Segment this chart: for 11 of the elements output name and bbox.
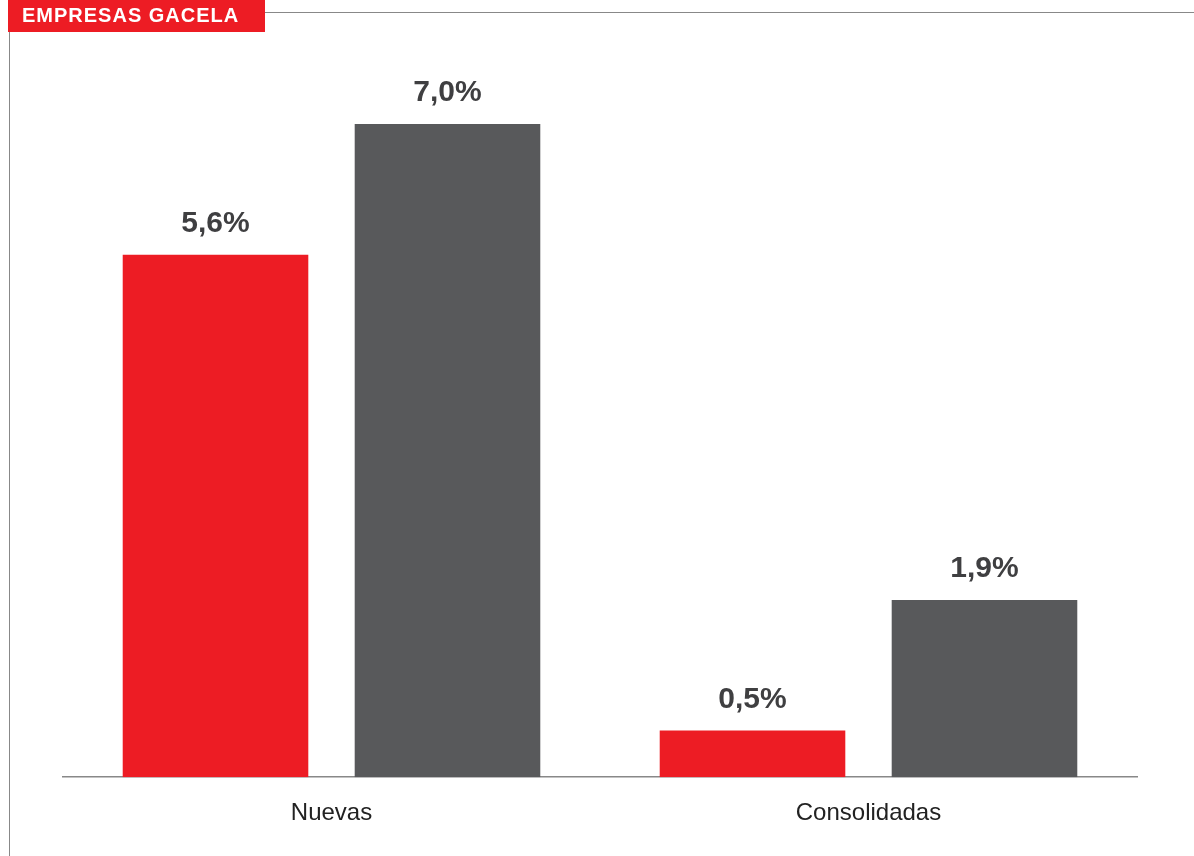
bar <box>122 254 309 778</box>
bar <box>354 124 541 778</box>
data-label: 5,6% <box>181 204 250 238</box>
x-tick-label: Consolidadas <box>795 798 942 826</box>
data-label: 7,0% <box>413 74 482 108</box>
x-tick-label: Nuevas <box>290 798 373 826</box>
bar <box>891 599 1078 778</box>
data-label: 1,9% <box>950 550 1019 584</box>
bar <box>659 730 846 778</box>
data-label: 0,5% <box>718 680 787 714</box>
chart-title: EMPRESAS GACELA <box>8 0 266 32</box>
